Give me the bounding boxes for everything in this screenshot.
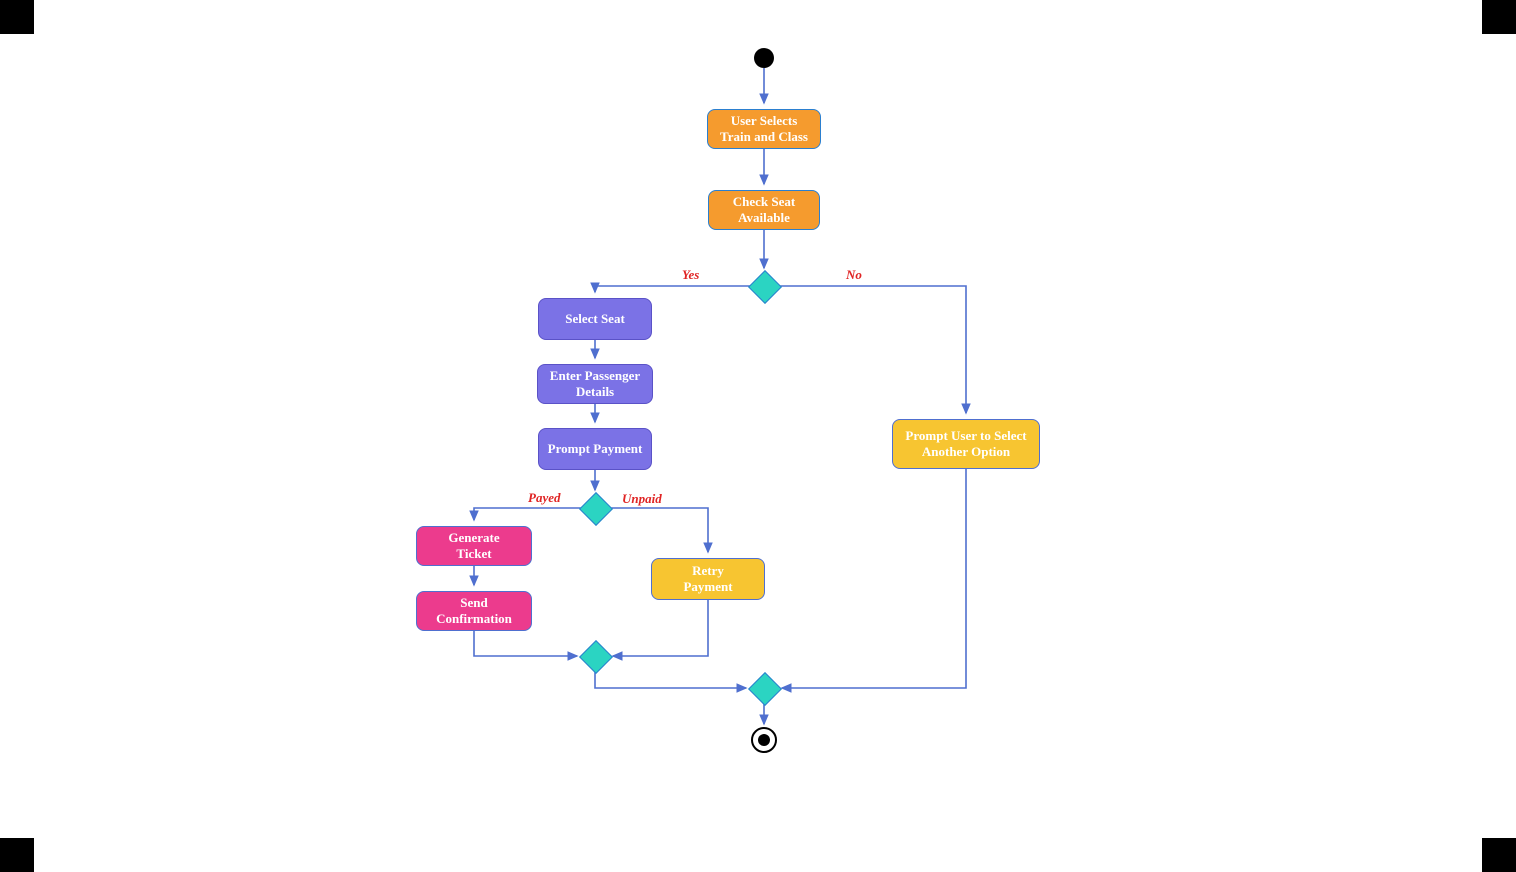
node-retry-payment: RetryPayment — [651, 558, 765, 600]
node-check-seat: Check SeatAvailable — [708, 190, 820, 230]
edge-label-yes: Yes — [682, 267, 699, 283]
decision-payment-status — [579, 492, 613, 526]
node-send-confirmation: SendConfirmation — [416, 591, 532, 631]
node-prompt-another: Prompt User to SelectAnother Option — [892, 419, 1040, 469]
edge-label-unpaid: Unpaid — [622, 491, 662, 507]
flowchart-canvas: User SelectsTrain and Class Check SeatAv… — [0, 0, 1516, 872]
node-user-selects: User SelectsTrain and Class — [707, 109, 821, 149]
edge-label-payed: Payed — [528, 490, 560, 506]
node-select-seat: Select Seat — [538, 298, 652, 340]
merge-after-payment — [579, 640, 613, 674]
node-generate-ticket: GenerateTicket — [416, 526, 532, 566]
end-node — [751, 727, 777, 753]
corner-mark — [1482, 838, 1516, 872]
corner-mark — [0, 838, 34, 872]
node-prompt-payment: Prompt Payment — [538, 428, 652, 470]
corner-mark — [1482, 0, 1516, 34]
edge-label-no: No — [846, 267, 862, 283]
corner-mark — [0, 0, 34, 34]
decision-seat-available — [748, 270, 782, 304]
start-node — [754, 48, 774, 68]
node-enter-passenger: Enter PassengerDetails — [537, 364, 653, 404]
merge-final — [748, 672, 782, 706]
